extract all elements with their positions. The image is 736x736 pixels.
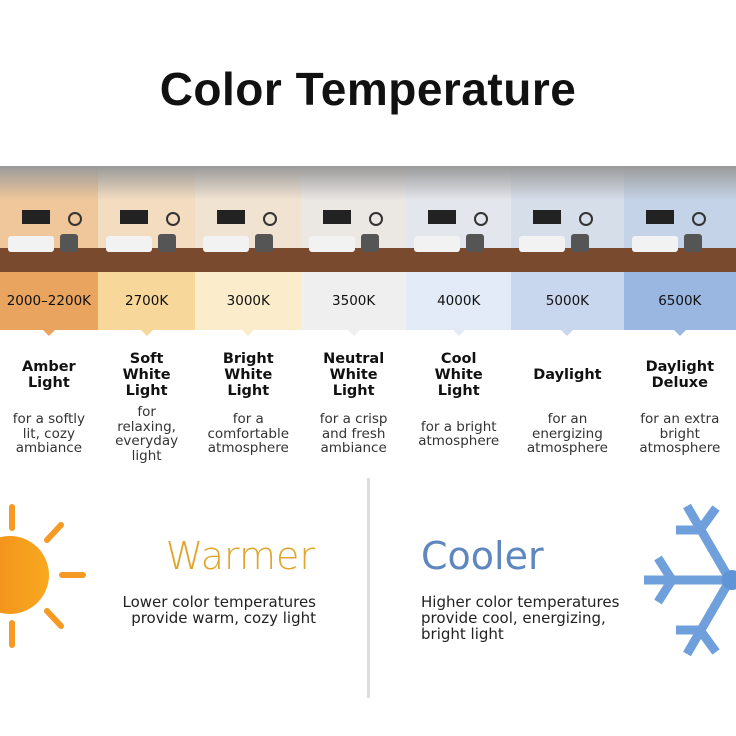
divider xyxy=(367,478,370,698)
light-type-description: for a crisp and fresh ambiance xyxy=(319,411,388,457)
light-type-name: Cool White Light xyxy=(434,351,483,399)
room-photo xyxy=(511,166,624,272)
temperature-column: 4000K Cool White Light for a bright atmo… xyxy=(406,166,512,460)
kelvin-swatch: 6500K xyxy=(623,272,736,336)
kelvin-label: 2700K xyxy=(124,293,169,309)
warmer-heading: Warmer xyxy=(165,534,315,578)
kelvin-label: 5000K xyxy=(545,293,590,309)
light-type-name: Daylight xyxy=(533,367,602,383)
kelvin-label: 2000–2200K xyxy=(6,293,92,309)
light-type-name: Bright White Light xyxy=(222,351,274,399)
light-type-name: Neutral White Light xyxy=(323,351,385,399)
kelvin-swatch: 2700K xyxy=(97,272,196,336)
room-photo xyxy=(406,166,512,272)
cooler-heading: Cooler xyxy=(421,534,544,578)
room-photo xyxy=(0,166,98,272)
light-type-description: for a softly lit, cozy ambiance xyxy=(12,411,85,457)
light-type-name: Daylight Deluxe xyxy=(645,359,715,391)
light-type-name: Soft White Light xyxy=(122,351,171,399)
light-type-description: for an extra bright atmosphere xyxy=(639,411,721,457)
temperature-column: 2700K Soft White Light for relaxing, eve… xyxy=(97,166,196,464)
kelvin-label: 4000K xyxy=(437,293,481,309)
light-type-name: Amber Light xyxy=(22,359,76,391)
light-type-description: for a comfortable atmosphere xyxy=(207,411,290,457)
kelvin-swatch: 3000K xyxy=(195,272,302,336)
temperature-column: 6500K Daylight Deluxe for an extra brigh… xyxy=(623,166,736,460)
kelvin-swatch: 5000K xyxy=(511,272,624,336)
warmer-text: Lower color temperatures provide warm, c… xyxy=(122,593,316,627)
kelvin-label: 3000K xyxy=(226,293,270,309)
temperature-column: 2000–2200K Amber Light for a softly lit,… xyxy=(0,166,98,460)
sun-icon xyxy=(0,504,86,648)
light-type-description: for an energizing atmosphere xyxy=(526,411,608,457)
room-photo xyxy=(623,166,736,272)
temperature-column: 3000K Bright White Light for a comfortab… xyxy=(195,166,302,460)
room-photo xyxy=(195,166,302,272)
light-type-description: for a bright atmosphere xyxy=(418,418,500,449)
page-title: Color Temperature xyxy=(159,63,577,115)
kelvin-swatch: 3500K xyxy=(301,272,407,336)
light-type-description: for relaxing, everyday light xyxy=(115,404,179,464)
snowflake-icon xyxy=(644,503,736,657)
kelvin-swatch: 2000–2200K xyxy=(0,272,98,336)
temperature-columns: 2000–2200K Amber Light for a softly lit,… xyxy=(0,166,736,464)
room-photo xyxy=(301,166,407,272)
temperature-column: 5000K Daylight for an energizing atmosph… xyxy=(511,166,624,460)
room-photo xyxy=(97,166,196,272)
kelvin-label: 3500K xyxy=(332,293,376,309)
kelvin-label: 6500K xyxy=(658,293,702,309)
temperature-column: 3500K Neutral White Light for a crisp an… xyxy=(301,166,407,460)
cooler-text: Higher color temperatures provide cool, … xyxy=(421,593,620,643)
kelvin-swatch: 4000K xyxy=(406,272,512,336)
